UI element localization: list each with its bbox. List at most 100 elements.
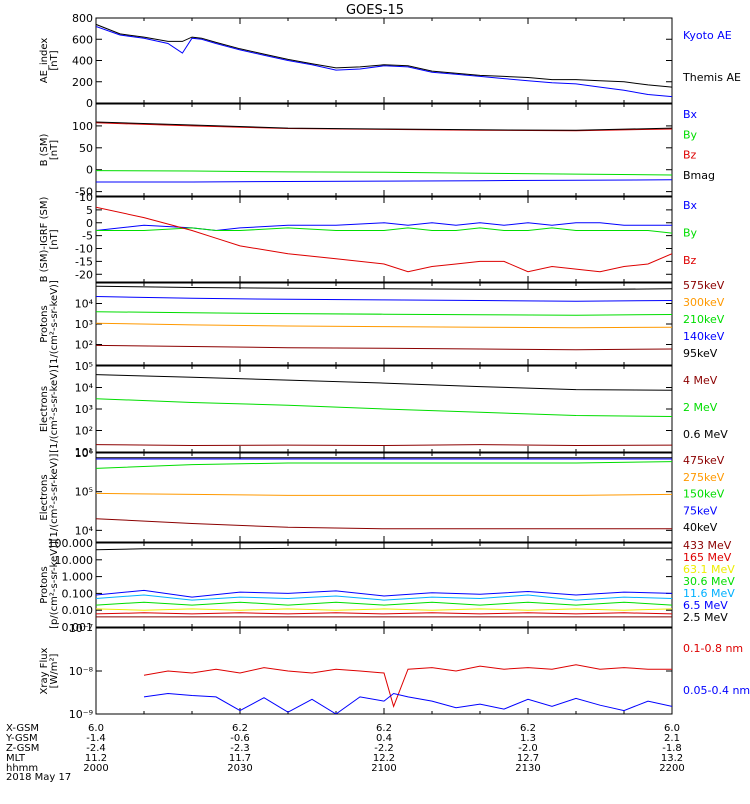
y-tick-label: 0 [86,97,93,110]
y-axis-label: Electrons [39,474,50,520]
series-line-0-1-0-8-nm [143,664,672,708]
y-tick-label: 10⁻⁸ [69,665,94,678]
y-tick-label: 0 [86,164,93,177]
legend-entry: 210keV [683,313,725,326]
footer-cell-y_gsm: 2.1 [664,733,680,744]
legend-entry: Bmag [683,169,715,182]
panel-frame [95,282,673,366]
legend-entry: 0.05-0.4 nm [683,684,750,697]
footer-row-label: hhmm [6,763,38,774]
y-tick-label: 10⁵ [75,486,93,499]
footer-cell-hhmm: 2100 [371,763,396,774]
footer-cell-x_gsm: 6.2 [376,723,392,734]
legend-entry: Bx [683,199,698,212]
series-line-150kev [96,461,672,469]
legend-entry: 95keV [683,347,718,360]
footer-cell-z_gsm: -2.4 [86,743,106,754]
series-line-165-mev [96,612,672,615]
y-tick-label: 0.010 [62,604,94,617]
y-tick-label: 0 [86,217,93,230]
legend-entry: 11.6 MeV [683,587,735,600]
footer-cell-mlt: 11.2 [85,753,107,764]
y-tick-label: 5 [86,204,93,217]
series-line-2-5-mev [96,547,672,551]
footer-row-label: X-GSM [6,723,39,734]
legend-entry: Bx [683,108,698,121]
y-tick-label: 10⁻⁷ [69,622,93,635]
legend-entry: 433 MeV [683,539,732,552]
y-axis-label: [nT] [49,229,60,249]
series-line-4-mev [96,444,672,447]
y-tick-label: -15 [75,255,93,268]
legend-entry: 75keV [683,504,718,517]
series-line-210kev [96,311,672,316]
series-line-30-6-mev [96,601,672,606]
series-line-575kev [96,344,672,351]
y-axis-label: [W/m²] [49,653,60,688]
y-tick-label: 10² [75,425,93,438]
y-axis-label: Electrons [39,386,50,432]
y-tick-label: 10¹ [75,446,93,459]
y-tick-label: 200 [72,76,93,89]
y-tick-label: 10⁴ [75,298,94,311]
legend-entry: Bz [683,149,697,162]
panel-frame [95,17,673,104]
y-tick-label: 10.000 [55,554,94,567]
footer-cell-z_gsm: -2.3 [230,743,250,754]
y-axis-label: B (SM) [39,133,50,166]
panel-3: 10² 10³ 10⁴ Protons [1/(cm²-s-sr-keV)] 575keV… [39,279,725,368]
footer-cell-mlt: 11.7 [229,753,251,764]
series-line-bmag [96,121,672,131]
panel-5: 10⁴ 10⁵ 10⁶ Electrons [1/(cm²-s-sr-keV)] 475k… [39,447,725,543]
series-line-0-05-0-4-nm [143,692,672,714]
series-group [96,374,672,447]
y-axis-label: [p/(cm²-s-sr-keV)] [49,541,60,629]
series-line-475kev [96,518,672,530]
y-tick-label: 10² [75,339,93,352]
footer-row-label: Y-GSM [5,733,38,744]
footer-cell-x_gsm: 6.0 [88,723,104,734]
footer-cell-hhmm: 2030 [227,763,252,774]
footer-cell-z_gsm: -2.2 [374,743,394,754]
series-line-0-6-mev [96,374,672,391]
legend-entry: By [683,128,698,141]
series-line-11-6-mev [96,594,672,601]
legend-entry: 275keV [683,471,725,484]
footer-cell-x_gsm: 6.2 [232,723,248,734]
legend-entry: 4 MeV [683,374,718,387]
series-group [96,457,672,530]
series-line-6-5-mev [96,589,672,598]
panel-6: 0.001 0.010 0.100 1.000 10.000 100.000 Protons… [39,537,735,634]
y-tick-label: 0.001 [62,621,94,634]
y-tick-label: 10⁴ [75,382,94,395]
series-group [96,285,672,351]
series-line-275kev [96,492,672,496]
panel-frame [95,196,673,283]
y-tick-label: 1.000 [62,571,94,584]
y-tick-label: 10⁴ [75,524,94,537]
footer-cell-mlt: 13.2 [661,753,683,764]
legend-entry: Kyoto AE [683,29,732,42]
footer-cell-x_gsm: 6.0 [664,723,680,734]
y-axis-label: AE_index [39,38,50,84]
legend-entry: 165 MeV [683,551,732,564]
series-line-by [96,227,672,234]
series-group [96,121,672,183]
footer-cell-y_gsm: -0.6 [230,733,250,744]
footer-cell-mlt: 12.7 [517,753,539,764]
footer-cell-y_gsm: 0.4 [376,733,392,744]
series-line-bz [96,206,672,273]
legend-entry: 6.5 MeV [683,599,728,612]
y-axis-label: [1/(cm²-s-sr-keV)] [49,365,60,453]
legend-entry: 575keV [683,279,725,292]
legend-entry: 2.5 MeV [683,611,728,624]
footer-cell-x_gsm: 6.2 [520,723,536,734]
footer-row-label: 2018 May 17 [6,772,71,783]
y-tick-label: 0.100 [62,587,94,600]
legend-entry: Themis AE [682,71,741,84]
legend-entry: 2 MeV [683,401,718,414]
series-group [96,206,672,273]
